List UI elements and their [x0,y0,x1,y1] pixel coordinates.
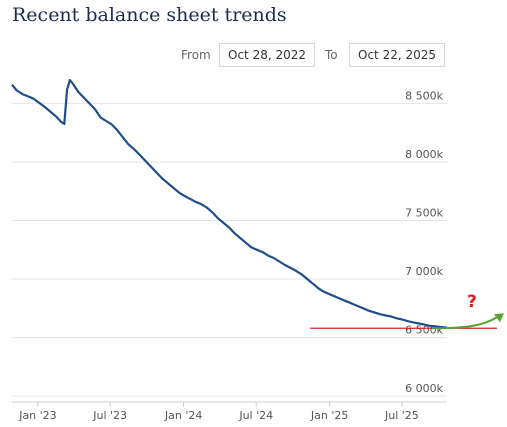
x-tick-label: Jul '25 [384,409,419,422]
to-date-input[interactable]: Oct 22, 2025 [349,43,445,67]
x-tick-label: Jul '23 [92,409,127,422]
x-tick-label: Jul '24 [238,409,273,422]
trend-arrowhead [494,313,504,323]
y-tick-label: 7 000k [405,265,443,278]
trend-arrow [431,316,498,330]
question-mark-annotation: ? [467,292,477,312]
to-label: To [325,48,338,62]
series-line [11,78,448,329]
from-label: From [181,48,211,62]
y-tick-label: 6 000k [405,382,443,395]
y-tick-label: 8 000k [405,148,443,161]
x-tick-label: Jan '25 [310,409,348,422]
y-tick-label: 7 500k [405,207,443,220]
y-tick-label: 8 500k [405,89,443,102]
from-date-input[interactable]: Oct 28, 2022 [219,43,315,67]
x-tick-label: Jan '23 [18,409,56,422]
page-title: Recent balance sheet trends [12,4,287,26]
x-tick-label: Jan '24 [164,409,202,422]
